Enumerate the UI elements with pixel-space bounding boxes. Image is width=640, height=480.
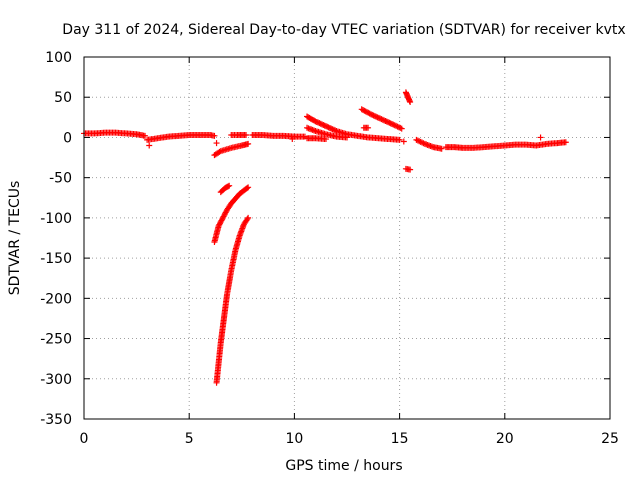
y-tick-labels: 100 50 0 -50 -100 -150 -200 -250 -300 -350 — [40, 50, 72, 428]
data-point — [226, 182, 233, 189]
data-point — [374, 114, 381, 121]
data-point — [315, 119, 322, 126]
axis-ticks — [83, 56, 611, 420]
data-point — [385, 119, 392, 126]
data-point — [245, 184, 252, 191]
data-point — [312, 118, 319, 125]
data-point — [398, 125, 405, 132]
data-point — [562, 139, 569, 146]
y-tick-label: 100 — [45, 50, 72, 66]
data-point — [396, 136, 403, 143]
data-point — [382, 117, 389, 124]
data-point — [225, 183, 232, 190]
data-point — [320, 121, 327, 128]
data-point — [244, 185, 251, 192]
data-point — [381, 117, 388, 124]
data-point — [378, 116, 385, 123]
data-point — [537, 134, 544, 141]
data-point — [321, 122, 328, 129]
data-point — [317, 120, 324, 127]
data-point — [245, 140, 252, 147]
data-point — [216, 148, 223, 155]
data-point — [332, 127, 339, 134]
x-tick-label: 25 — [601, 431, 619, 447]
data-point — [142, 132, 149, 139]
y-tick-label: -350 — [40, 412, 72, 428]
data-point — [213, 140, 220, 147]
y-tick-label: -150 — [40, 251, 72, 267]
data-point — [211, 132, 218, 139]
data-point — [313, 118, 320, 125]
data-point — [370, 112, 377, 119]
data-point — [365, 124, 372, 131]
data-point — [243, 132, 250, 139]
data-point — [383, 118, 390, 125]
y-tick-label: 50 — [54, 90, 72, 106]
y-tick-label: -200 — [40, 291, 72, 307]
y-tick-label: -250 — [40, 332, 72, 348]
data-point — [407, 99, 414, 106]
x-tick-label: 10 — [285, 431, 303, 447]
x-tick-label: 20 — [496, 431, 514, 447]
data-point — [388, 120, 395, 127]
data-point — [289, 136, 296, 143]
data-point — [367, 111, 374, 118]
data-point — [325, 124, 332, 131]
chart-title: Day 311 of 2024, Sidereal Day-to-day VTE… — [62, 22, 625, 38]
data-point — [326, 124, 333, 131]
data-point — [400, 138, 407, 145]
grid — [84, 57, 610, 419]
data-point — [386, 119, 393, 126]
x-tick-label: 0 — [80, 431, 89, 447]
data-point — [328, 125, 335, 132]
data-point — [373, 113, 380, 120]
data-point — [322, 136, 329, 143]
data-point — [244, 216, 251, 223]
data-point — [377, 115, 384, 122]
y-tick-label: 0 — [63, 130, 72, 146]
x-tick-label: 15 — [391, 431, 409, 447]
data-point — [379, 116, 386, 123]
data-point — [375, 114, 382, 121]
data-point — [329, 126, 336, 133]
y-tick-label: -100 — [40, 211, 72, 227]
data-point — [146, 142, 153, 149]
data-point — [438, 145, 445, 152]
x-tick-labels: 0 5 10 15 20 25 — [80, 431, 619, 447]
data-point — [371, 113, 378, 120]
plot-frame — [83, 56, 611, 420]
x-tick-label: 5 — [185, 431, 194, 447]
data-point — [322, 123, 329, 130]
data-point — [319, 121, 326, 128]
y-tick-label: -300 — [40, 372, 72, 388]
y-tick-label: -50 — [49, 171, 72, 187]
data-marks — [81, 89, 569, 386]
data-point — [330, 126, 337, 133]
x-axis-title: GPS time / hours — [285, 458, 402, 474]
data-point — [387, 120, 394, 127]
y-axis-title: SDTVAR / TECUs — [7, 181, 23, 296]
data-point — [369, 111, 376, 118]
data-point — [245, 214, 252, 221]
data-point — [344, 134, 350, 141]
data-point — [316, 120, 323, 127]
data-point — [324, 123, 331, 130]
data-point — [407, 166, 414, 173]
